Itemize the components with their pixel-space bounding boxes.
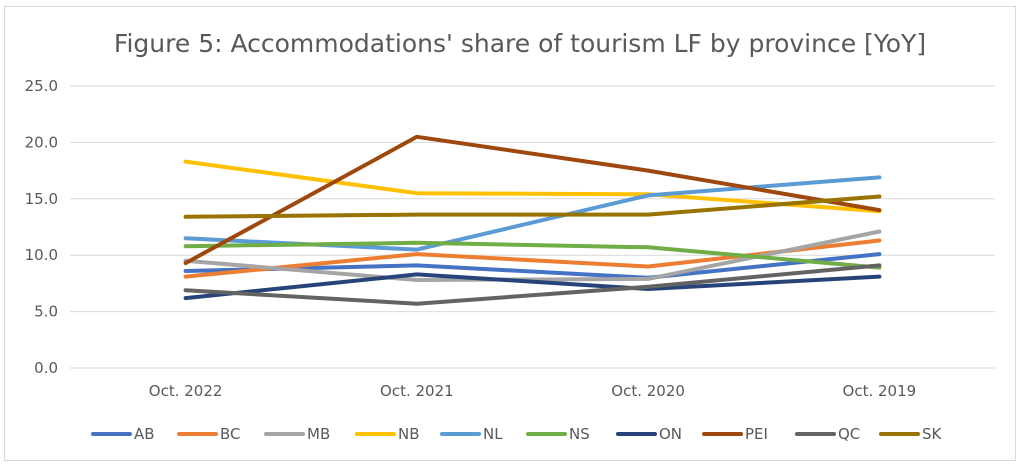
x-tick-label: Oct. 2019 xyxy=(843,382,917,400)
x-axis-ticks: Oct. 2022 Oct. 2021 Oct. 2020 Oct. 2019 xyxy=(149,382,916,400)
x-tick-label: Oct. 2021 xyxy=(380,382,454,400)
y-tick-label: 10.0 xyxy=(25,246,58,264)
y-tick-label: 15.0 xyxy=(25,190,58,208)
legend-label-ns: NS xyxy=(569,425,590,443)
legend-label-bc: BC xyxy=(220,425,241,443)
legend-label-pei: PEI xyxy=(745,425,768,443)
grid-lines xyxy=(70,85,995,369)
series-line-mb xyxy=(183,229,882,282)
series-lines xyxy=(183,134,882,306)
legend: AB BC MB NB NL NS ON PEI QC SK xyxy=(91,425,943,443)
series-line-sk xyxy=(183,194,882,219)
legend-label-on: ON xyxy=(659,425,682,443)
legend-label-sk: SK xyxy=(922,425,943,443)
legend-label-nl: NL xyxy=(483,425,503,443)
series-line-ns xyxy=(183,240,882,270)
series-line-pei xyxy=(183,134,882,266)
series-line-qc xyxy=(183,263,882,306)
y-axis-ticks: 0.0 5.0 10.0 15.0 20.0 25.0 xyxy=(25,77,58,377)
y-tick-label: 25.0 xyxy=(25,77,58,95)
x-tick-label: Oct. 2022 xyxy=(149,382,223,400)
y-tick-label: 0.0 xyxy=(34,359,58,377)
legend-label-nb: NB xyxy=(398,425,420,443)
y-tick-label: 5.0 xyxy=(34,303,58,321)
series-line-ab xyxy=(183,252,882,280)
x-tick-label: Oct. 2020 xyxy=(611,382,685,400)
legend-label-qc: QC xyxy=(838,425,860,443)
legend-label-mb: MB xyxy=(307,425,330,443)
y-tick-label: 20.0 xyxy=(25,133,58,151)
chart-frame xyxy=(4,6,1016,461)
chart-title: Figure 5: Accommodations' share of touri… xyxy=(114,29,926,58)
series-line-nb xyxy=(183,159,882,214)
series-line-on xyxy=(183,272,882,301)
legend-label-ab: AB xyxy=(134,425,155,443)
